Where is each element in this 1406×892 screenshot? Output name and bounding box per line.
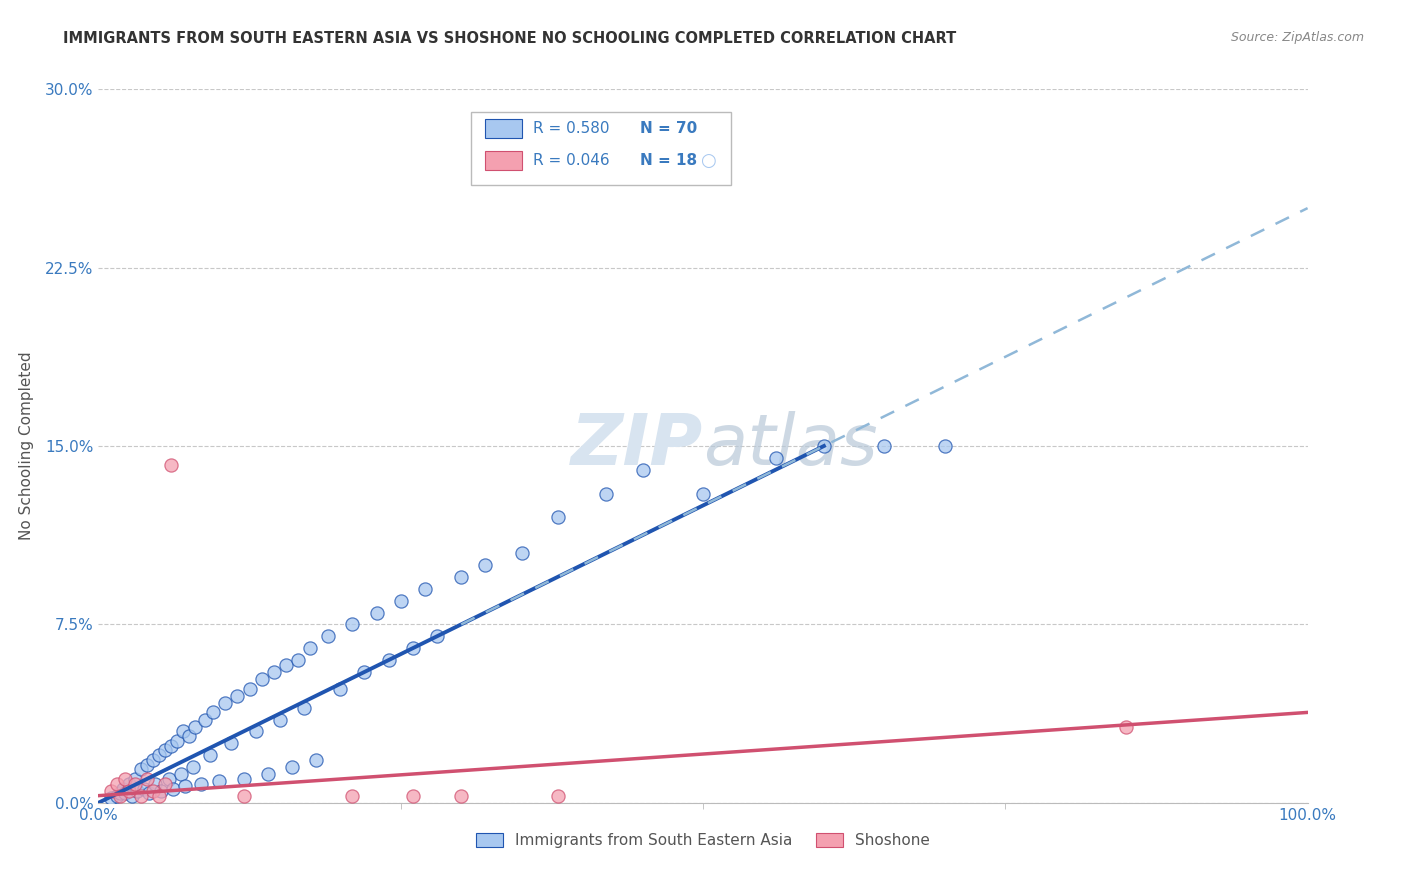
Point <box>631 463 654 477</box>
Point <box>329 681 352 696</box>
Point <box>169 767 191 781</box>
Text: ○: ○ <box>700 152 716 169</box>
Point <box>450 789 472 803</box>
Point <box>299 641 322 656</box>
Y-axis label: No Schooling Completed: No Schooling Completed <box>18 351 34 541</box>
Point <box>162 781 184 796</box>
Point <box>129 789 152 803</box>
Text: atlas: atlas <box>703 411 877 481</box>
Point <box>402 641 425 656</box>
Point <box>316 629 339 643</box>
Point <box>129 763 152 777</box>
Text: N = 18: N = 18 <box>640 153 697 168</box>
Point <box>292 700 315 714</box>
Point <box>263 665 285 679</box>
Point <box>226 689 249 703</box>
Point <box>121 789 143 803</box>
Point <box>118 784 141 798</box>
Point <box>135 772 157 786</box>
Point <box>208 774 231 789</box>
Text: R = 0.580: R = 0.580 <box>533 121 609 136</box>
Point <box>934 439 956 453</box>
Point <box>873 439 896 453</box>
Point <box>160 739 183 753</box>
Point <box>239 681 262 696</box>
Point <box>450 570 472 584</box>
Point <box>124 772 146 786</box>
Point <box>153 777 176 791</box>
Point <box>100 791 122 805</box>
Point <box>157 772 180 786</box>
Point <box>105 789 128 803</box>
Point <box>105 777 128 791</box>
Point <box>245 724 267 739</box>
Point <box>190 777 212 791</box>
Point <box>114 772 136 786</box>
Point <box>813 439 835 453</box>
Point <box>342 617 364 632</box>
Point <box>143 777 166 791</box>
Point <box>353 665 375 679</box>
Text: Source: ZipAtlas.com: Source: ZipAtlas.com <box>1230 31 1364 45</box>
Point <box>269 713 291 727</box>
Point <box>287 653 309 667</box>
Point <box>111 781 134 796</box>
Point <box>166 734 188 748</box>
Point <box>127 784 149 798</box>
Point <box>474 558 496 572</box>
Point <box>124 777 146 791</box>
Point <box>232 772 254 786</box>
Point <box>274 657 297 672</box>
Point <box>148 789 170 803</box>
Point <box>172 724 194 739</box>
Point <box>179 729 201 743</box>
Point <box>402 789 425 803</box>
Point <box>510 546 533 560</box>
Point <box>134 781 156 796</box>
Point <box>138 786 160 800</box>
Point <box>256 767 278 781</box>
Text: N = 70: N = 70 <box>640 121 697 136</box>
Point <box>214 696 236 710</box>
Point <box>108 789 131 803</box>
Point <box>1115 720 1137 734</box>
Point <box>202 706 225 720</box>
Point <box>389 593 412 607</box>
Point <box>595 486 617 500</box>
Text: ZIP: ZIP <box>571 411 703 481</box>
Text: IMMIGRANTS FROM SOUTH EASTERN ASIA VS SHOSHONE NO SCHOOLING COMPLETED CORRELATIO: IMMIGRANTS FROM SOUTH EASTERN ASIA VS SH… <box>63 31 956 46</box>
Point <box>118 777 141 791</box>
Point <box>184 720 207 734</box>
Point <box>174 779 197 793</box>
Point <box>692 486 714 500</box>
Point <box>377 653 399 667</box>
Point <box>342 789 364 803</box>
Point <box>413 582 436 596</box>
Point <box>547 510 569 524</box>
Point <box>114 786 136 800</box>
Point <box>221 736 243 750</box>
Point <box>765 450 787 465</box>
Point <box>181 760 204 774</box>
Point <box>142 753 165 767</box>
Point <box>281 760 304 774</box>
Point <box>232 789 254 803</box>
Point <box>135 757 157 772</box>
Point <box>160 458 183 472</box>
Legend: Immigrants from South Eastern Asia, Shoshone: Immigrants from South Eastern Asia, Shos… <box>468 825 938 855</box>
Point <box>150 784 173 798</box>
Point <box>100 784 122 798</box>
Point <box>426 629 449 643</box>
Text: R = 0.046: R = 0.046 <box>533 153 609 168</box>
Point <box>148 748 170 763</box>
Point <box>108 786 131 800</box>
Point <box>250 672 273 686</box>
Point <box>547 789 569 803</box>
Point <box>194 713 217 727</box>
Point <box>153 743 176 757</box>
Point <box>142 784 165 798</box>
Point <box>305 753 328 767</box>
Point <box>198 748 221 763</box>
Point <box>366 606 388 620</box>
